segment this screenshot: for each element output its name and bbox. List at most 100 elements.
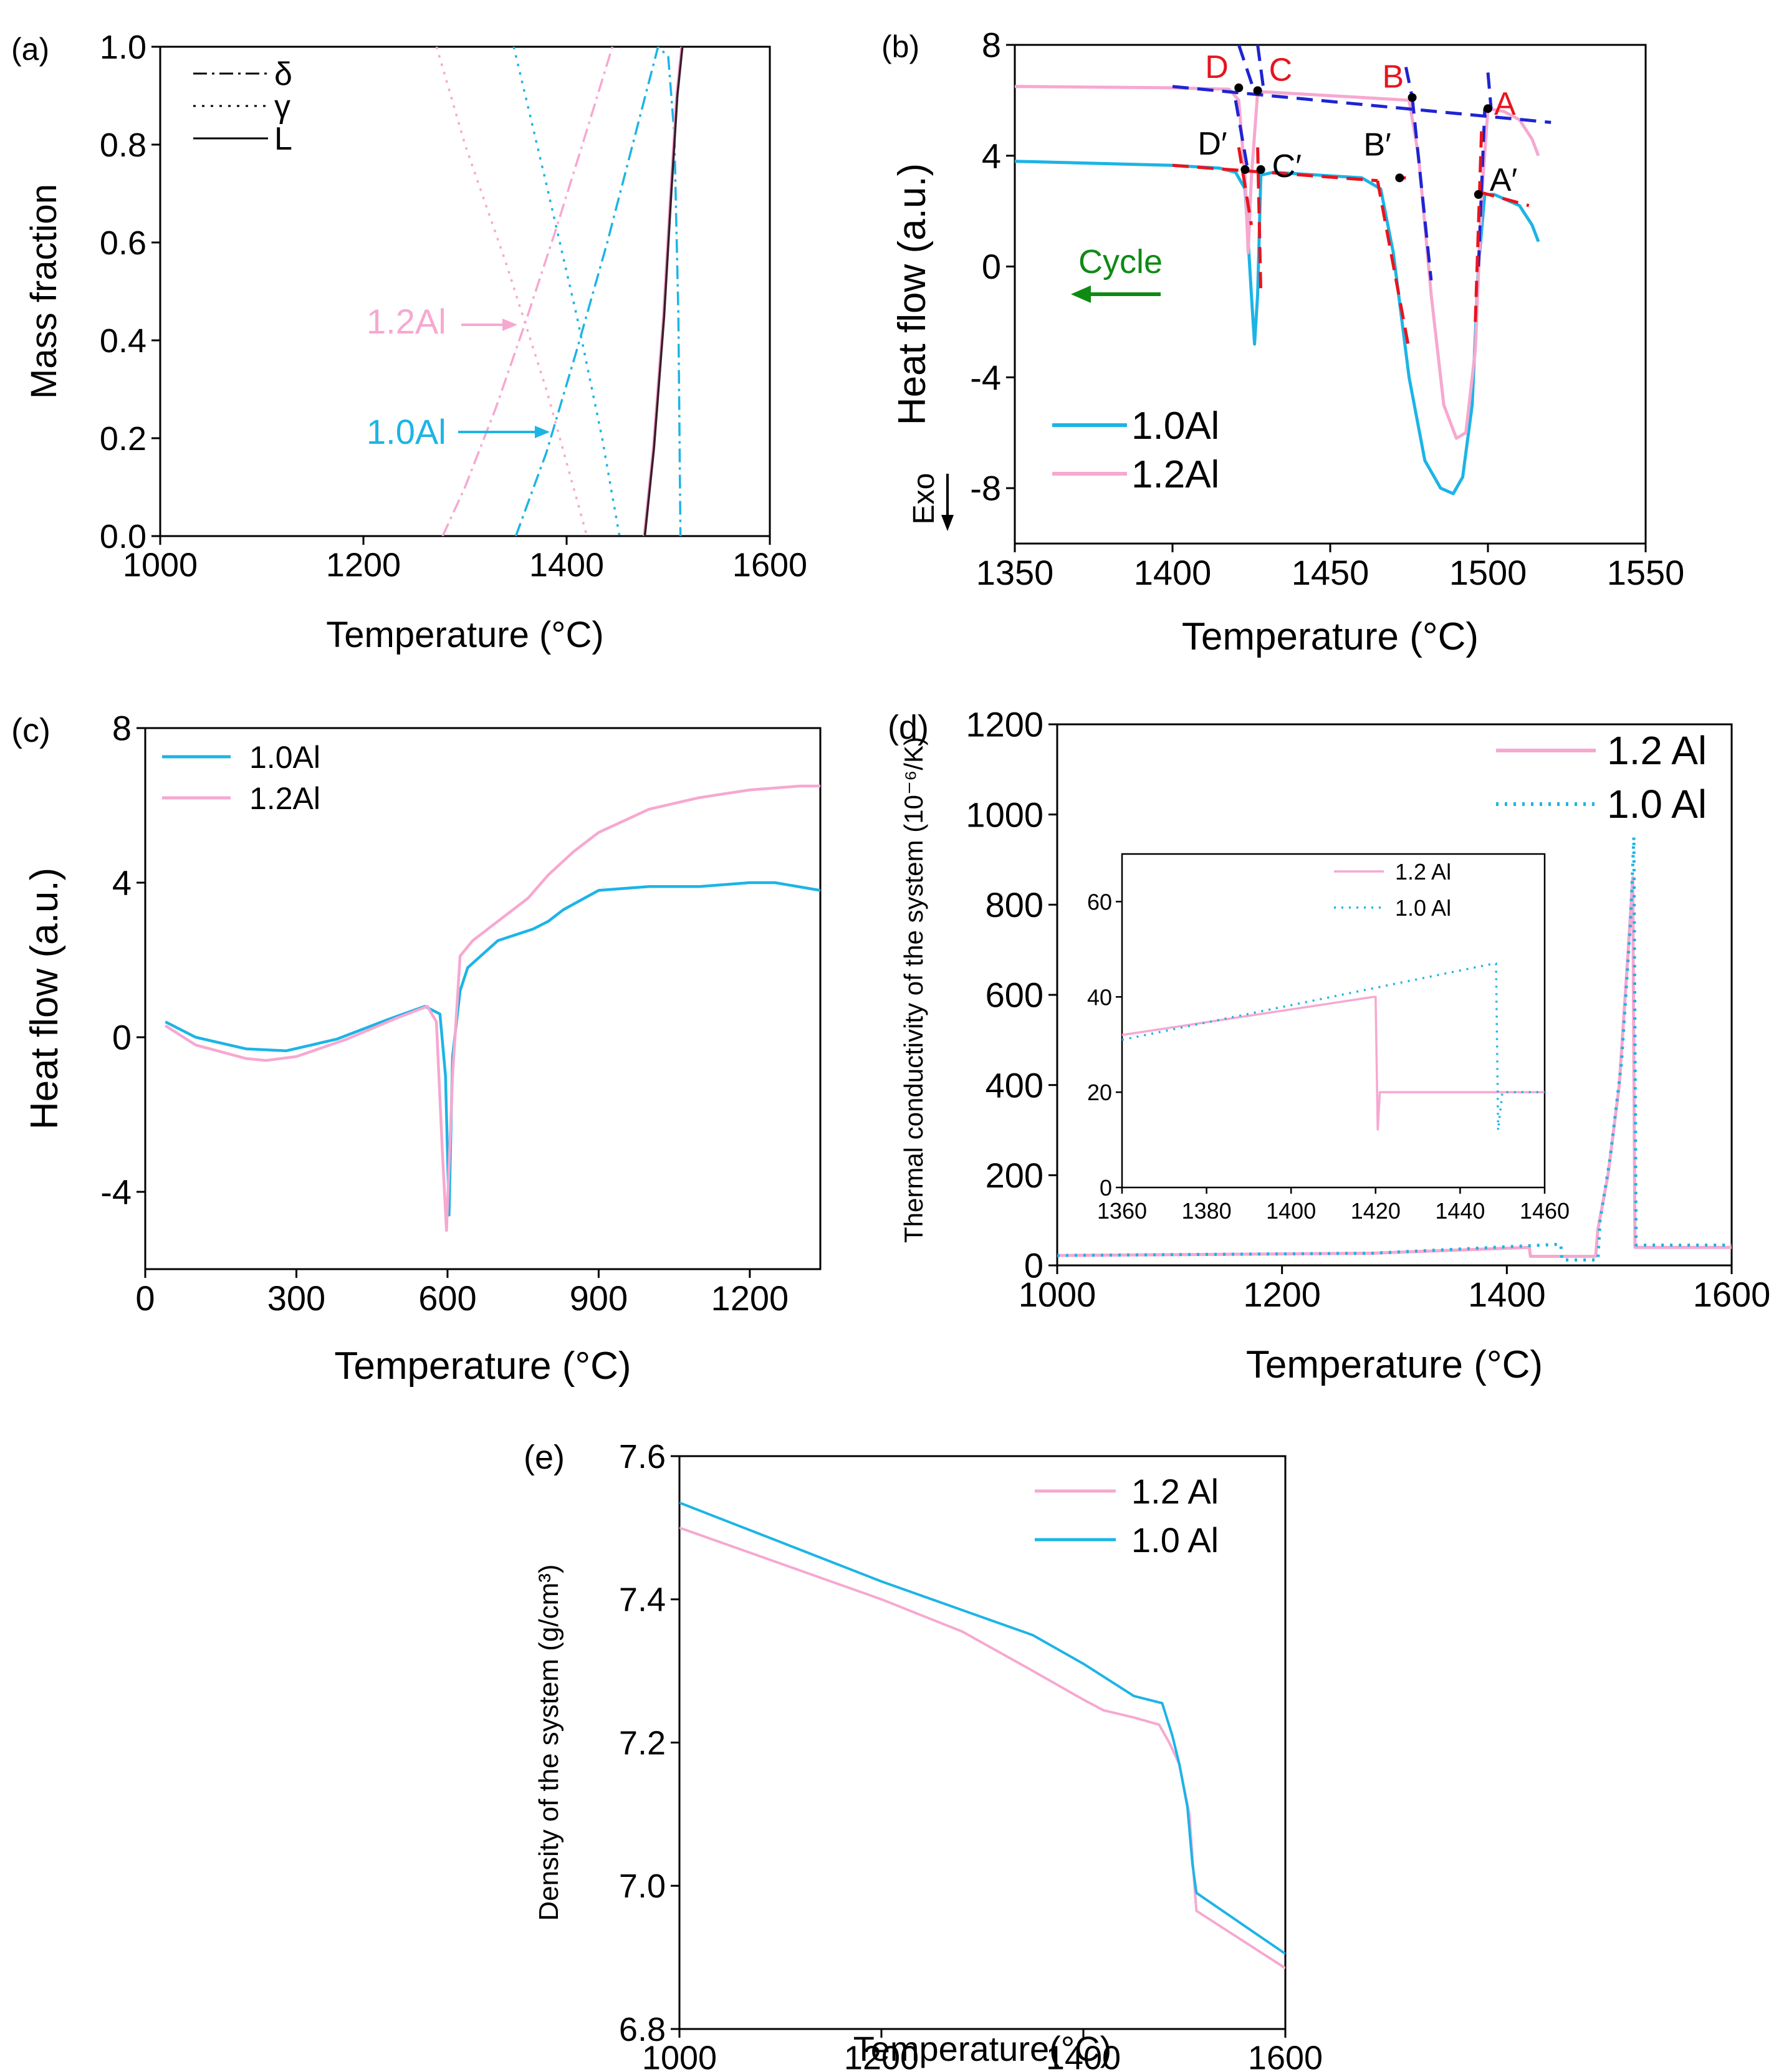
transition-point (1395, 173, 1404, 183)
legend-label: 1.2Al (1131, 453, 1219, 496)
series-line-1.0Al (165, 881, 820, 1217)
x-tick-label: 900 (570, 1278, 628, 1318)
cycle-label: Cycle (1078, 243, 1163, 281)
point-label-D′: D′ (1197, 126, 1227, 162)
y-tick-label: 8 (982, 26, 1001, 65)
y-tick-label: 1200 (966, 705, 1043, 744)
tangent-line (1474, 128, 1484, 322)
transition-point (1234, 83, 1244, 92)
inset-series-line-1.2-Al (1121, 995, 1545, 1131)
inset-series-line-1.0-Al (1121, 962, 1545, 1131)
point-label-A′: A′ (1490, 162, 1517, 198)
y-tick-label: 6.8 (619, 2011, 666, 2048)
tangent-line (1172, 163, 1378, 183)
y-tick-label: 7.2 (619, 1724, 666, 1762)
x-tick-label: 300 (267, 1278, 325, 1318)
chart-c: 0 300 600 900 1200 -4 0 4 8 (c) Temperature (°C) He… (11, 709, 822, 1388)
arrow-head-icon (502, 319, 517, 331)
x-tick-label: 1200 (844, 2039, 919, 2072)
arrow-head-icon (1071, 285, 1091, 303)
x-tick-label: 1200 (326, 546, 401, 583)
y-tick-label: 7.0 (619, 1868, 666, 1905)
x-tick-label: 1500 (1449, 553, 1527, 592)
tangent-line (1234, 100, 1250, 173)
y-tick-label: 0.2 (100, 420, 146, 458)
y-tick-label: 0.6 (100, 224, 146, 262)
inset-x-tick-label: 1460 (1520, 1198, 1570, 1224)
inset-chart: 1360 1380 1400 1420 1440 1460 0 20 40 60 1.2 Al 1.0… (1087, 853, 1570, 1224)
x-tick-label: 1350 (976, 553, 1054, 592)
x-tick-label: 1000 (1019, 1275, 1096, 1314)
series-line-1.0-Al (1057, 835, 1732, 1262)
point-label-C′: C′ (1272, 148, 1302, 185)
tangent-line (1411, 97, 1433, 281)
legend-label: 1.0 Al (1607, 782, 1707, 827)
tangent-line (1256, 45, 1266, 92)
y-tick-label: 0 (982, 247, 1001, 286)
y-axis-label: Heat flow (a.u.) (23, 868, 66, 1130)
exo-label: Exo (908, 473, 941, 525)
x-tick-label: 1600 (732, 546, 807, 583)
x-tick-label: 1000 (123, 546, 198, 583)
tangent-line (1404, 67, 1414, 98)
transition-point (1408, 93, 1417, 102)
x-tick-label: 1400 (1046, 2039, 1121, 2072)
y-tick-label: 0.4 (100, 322, 146, 360)
panel-tag: (c) (11, 712, 50, 749)
panel-tag: (e) (524, 1439, 565, 1476)
point-label-D: D (1205, 49, 1229, 85)
chart-d: 1000 1200 1400 1600020040060080010001200(d)… (888, 705, 1770, 1386)
y-axis-label: Heat flow (a.u.) (891, 163, 934, 425)
inset-y-tick-label: 40 (1087, 984, 1112, 1010)
legend-label: 1.0Al (1131, 405, 1219, 448)
transition-point (1256, 165, 1265, 174)
legend-label: δ (274, 56, 292, 92)
series-line-δ-1.0Al (514, 47, 682, 536)
panel-tag: (d) (888, 709, 929, 746)
y-tick-label: 400 (986, 1065, 1043, 1105)
x-tick-label: 1200 (711, 1278, 789, 1318)
x-tick-label: 1200 (1243, 1275, 1321, 1314)
y-tick-label: 0 (1024, 1246, 1043, 1285)
inset-y-tick-label: 20 (1087, 1080, 1112, 1105)
y-tick-label: 7.4 (619, 1581, 666, 1619)
x-tick-label: 1450 (1292, 553, 1369, 592)
y-tick-label: -4 (100, 1173, 132, 1212)
y-tick-label: 7.6 (619, 1438, 666, 1475)
transition-point (1484, 104, 1492, 113)
point-label-C: C (1269, 52, 1293, 88)
chart-a: 1000 1200 1400 1600 0.0 0.2 0.4 0.6 0.8 1.0 (a) Tem… (11, 29, 807, 655)
plot-frame (159, 46, 771, 537)
tangent-line (1376, 180, 1411, 350)
x-axis-label: Temperature(°C) (853, 2029, 1112, 2068)
y-tick-label: 0 (112, 1018, 132, 1057)
y-tick-label: 600 (986, 976, 1043, 1015)
inset-x-tick-label: 1380 (1182, 1198, 1232, 1224)
legend-label: 1.2Al (249, 781, 320, 816)
series-line-1.0-Al (679, 1501, 1285, 1955)
inset-x-tick-label: 1400 (1266, 1198, 1316, 1224)
x-tick-label: 1400 (1468, 1275, 1546, 1314)
legend-label: γ (274, 89, 290, 125)
chart-e: 1000 1200 1400 1600 6.8 7.0 7.2 7.4 7.6 (e) Temper… (524, 1438, 1323, 2072)
x-tick-label: 1400 (529, 546, 604, 583)
y-tick-label: 0.8 (100, 127, 146, 164)
annotation-label: 1.2Al (367, 302, 446, 341)
series-line-δ-1.2Al (441, 47, 614, 536)
x-tick-label: 1600 (1693, 1275, 1771, 1314)
panel-tag: (a) (11, 32, 49, 67)
x-tick-label: 1400 (1134, 553, 1212, 592)
legend-label: 1.0Al (249, 740, 320, 775)
x-axis-label: Temperature (°C) (1182, 615, 1479, 658)
transition-point (1253, 86, 1262, 95)
inset-frame (1121, 853, 1546, 1189)
x-axis-label: Temperature (°C) (334, 1345, 631, 1388)
legend-label: 1.2 Al (1607, 728, 1707, 773)
series-line-γ-1.2Al (435, 47, 588, 536)
arrow-head-icon (535, 426, 550, 438)
y-tick-label: 200 (986, 1156, 1043, 1195)
x-tick-label: 600 (418, 1278, 476, 1318)
point-label-B: B (1383, 59, 1404, 95)
tangent-line (1478, 190, 1530, 208)
y-axis-label: Mass fraction (24, 184, 64, 399)
